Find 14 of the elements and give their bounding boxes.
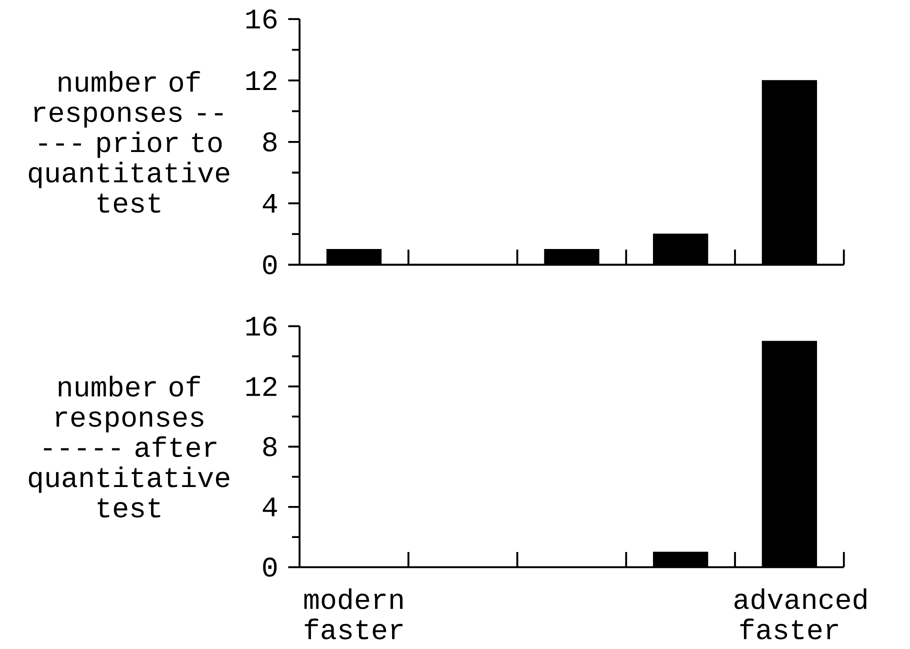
y-tick-label: 16 (246, 10, 277, 29)
y-axis-title: number of responses ----- prior to quantitative test (28, 71, 230, 213)
y-tick-label: 8 (263, 132, 277, 152)
y-tick-label: 16 (246, 316, 277, 336)
y-tick-label: 4 (262, 498, 277, 516)
x-tick-label: advanced faster (734, 588, 866, 640)
y-tick-label: 0 (263, 255, 277, 274)
y-tick-label: 12 (246, 71, 276, 90)
y-axis-title: number of responses ----- after quantitative test (28, 376, 230, 518)
x-tick-label: modern faster (304, 588, 403, 640)
y-tick-label: 4 (262, 194, 277, 213)
y-tick-label: 0 (263, 558, 277, 577)
y-tick-label: 12 (246, 377, 276, 396)
y-tick-label: 8 (263, 437, 277, 456)
